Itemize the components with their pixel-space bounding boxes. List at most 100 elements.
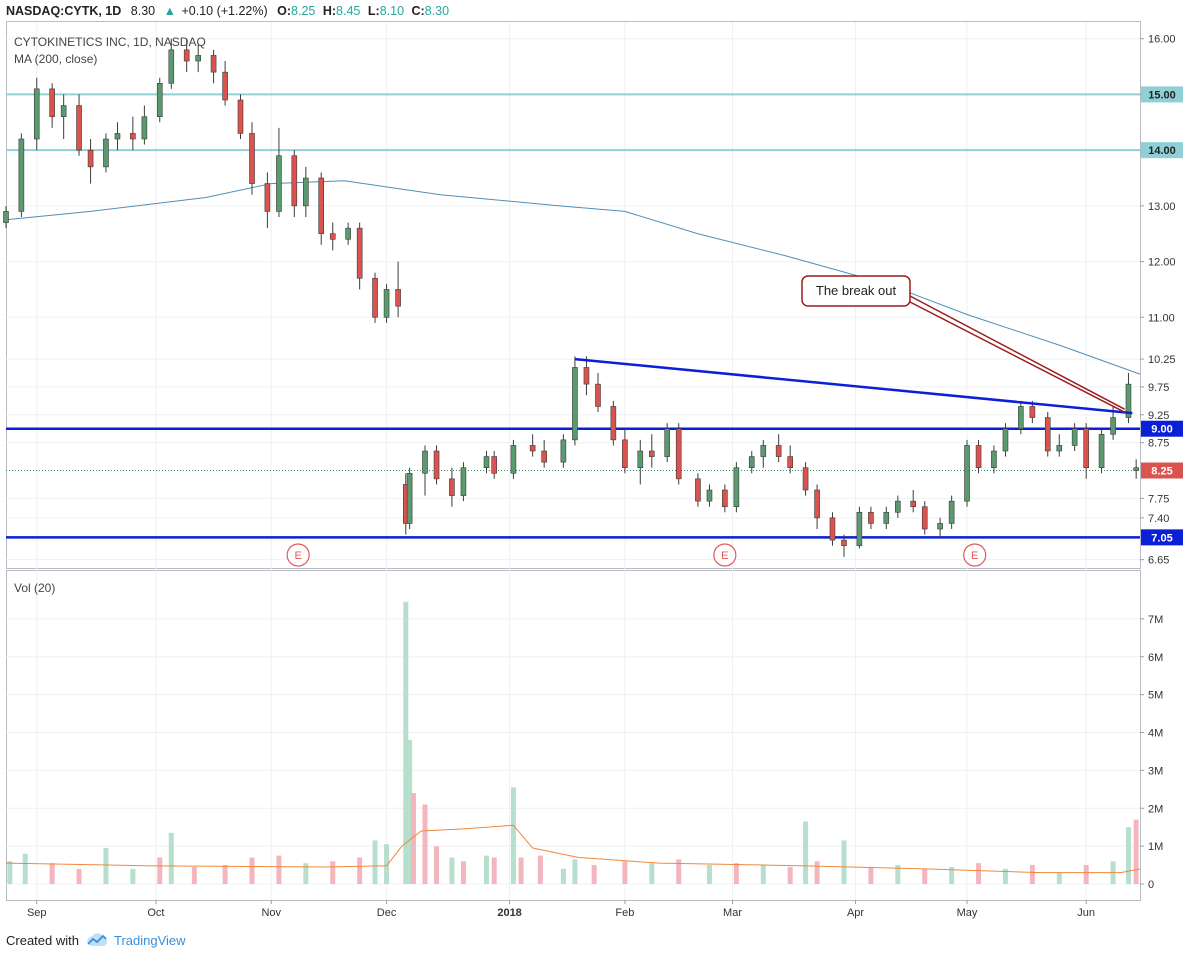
close-label: C:	[412, 4, 425, 18]
price-label-text: 14.00	[1148, 145, 1176, 157]
time-tick-label: Oct	[147, 907, 164, 919]
candle-body	[868, 511, 874, 524]
candle-body	[76, 105, 82, 151]
volume-bar	[484, 855, 490, 884]
tradingview-label: TradingView	[113, 932, 186, 948]
volume-bar	[22, 853, 28, 884]
price-tick-label: 10.25	[1148, 354, 1176, 366]
price-tick-label: 9.25	[1148, 410, 1169, 422]
volume-bar	[622, 861, 628, 884]
volume-bar	[357, 857, 363, 884]
candle-body	[637, 450, 644, 469]
candle-body	[1098, 433, 1105, 469]
annotation-text: The break out	[816, 283, 897, 298]
volume-bar	[407, 740, 413, 884]
volume-axis[interactable]: 7M 6M 5M 4M 3M 2M 1M 0	[1140, 614, 1163, 891]
earnings-marker-label: E	[721, 550, 728, 562]
candle-body	[1018, 406, 1024, 430]
candle-body	[372, 277, 378, 318]
volume-bar	[1029, 865, 1035, 884]
candle-body	[483, 456, 490, 469]
low-label: L:	[368, 4, 380, 18]
volume-bar	[676, 859, 682, 884]
candle-body	[733, 467, 740, 508]
candle-body	[237, 99, 244, 134]
candle-body	[541, 450, 547, 463]
annotation-box[interactable]	[801, 275, 911, 307]
volume-bar	[1056, 872, 1062, 884]
close-value: 8.30	[425, 4, 449, 18]
volume-bar	[787, 866, 793, 884]
volume-bar	[491, 857, 497, 884]
volume-bar	[222, 865, 228, 884]
candle-body	[141, 116, 148, 140]
candle-body	[675, 428, 682, 480]
price-label-badge	[1141, 462, 1183, 479]
candle-body	[356, 227, 363, 279]
candle-body	[595, 383, 601, 407]
price-axis[interactable]: 16.00 15.00 14.00 13.00 12.00 11.00 10.25 9.75 9…	[1140, 34, 1176, 567]
tradingview-cloud-icon	[87, 933, 108, 946]
candle-body	[948, 500, 955, 524]
volume-bar	[410, 793, 416, 884]
ma-legend[interactable]: MA (200, close)	[14, 52, 97, 66]
earnings-marker-label: E	[294, 550, 301, 562]
tradingview-link[interactable]: TradingView	[85, 933, 186, 948]
time-axis[interactable]: Sep Oct Nov Dec 2018 Feb Mar Apr May Jun	[27, 900, 1095, 919]
volume-bar	[130, 868, 136, 884]
candle-body	[814, 489, 820, 519]
candle-body	[649, 450, 655, 457]
price-tick-label: 9.75	[1148, 382, 1169, 394]
volume-bar	[976, 863, 982, 884]
volume-bar	[895, 865, 901, 884]
candle-body	[87, 149, 94, 168]
volume-bar	[706, 865, 712, 884]
price-label-badge	[1141, 420, 1183, 437]
volume-bar	[157, 857, 163, 884]
price-tick-label: 7.40	[1148, 513, 1169, 525]
candle-body	[210, 55, 217, 73]
time-tick-label: May	[957, 907, 978, 919]
volume-bar	[868, 866, 874, 884]
volume-bar	[922, 868, 928, 884]
candle-body	[222, 71, 228, 101]
price-label-badge	[1141, 86, 1183, 103]
volume-tick-label: 3M	[1148, 765, 1163, 777]
candle-body	[1083, 428, 1089, 469]
earnings-marker-icon	[713, 543, 737, 567]
price-label-text: 9.00	[1151, 424, 1172, 436]
candle-body	[856, 511, 863, 547]
candle-body	[49, 88, 55, 118]
volume-bar	[460, 861, 466, 884]
candle-body	[610, 406, 617, 441]
price-labels: 15.00 14.00 9.00 8.25 7.05	[1141, 86, 1183, 546]
volume-bar	[372, 840, 378, 884]
volume-bar	[1083, 865, 1089, 884]
candle-body	[883, 511, 890, 524]
candle-body	[760, 445, 767, 457]
volume-legend[interactable]: Vol (20)	[14, 581, 55, 595]
volume-tick-label: 4M	[1148, 728, 1163, 740]
candle-body	[964, 445, 970, 502]
time-tick-label: Feb	[615, 907, 634, 919]
candle-body	[829, 517, 836, 541]
candle-body	[383, 289, 390, 318]
volume-bars-layer	[7, 601, 1139, 884]
volume-pane[interactable]	[6, 570, 1141, 901]
candle-body	[33, 88, 40, 140]
price-label-text: 7.05	[1151, 532, 1172, 544]
earnings-marker-icon	[963, 543, 987, 567]
volume-bar	[814, 861, 820, 884]
ma200-line	[5, 180, 1141, 375]
price-pane[interactable]	[6, 21, 1141, 569]
candle-body	[1044, 417, 1051, 452]
up-arrow-icon: ▲	[164, 4, 176, 18]
volume-tick-label: 5M	[1148, 690, 1163, 702]
volume-bar	[191, 866, 197, 884]
volume-bar	[803, 821, 809, 884]
candle-body	[130, 133, 136, 140]
annotation-callout[interactable]: The break out	[801, 275, 1125, 413]
volume-bar	[591, 865, 597, 884]
candle-body	[1133, 467, 1139, 471]
